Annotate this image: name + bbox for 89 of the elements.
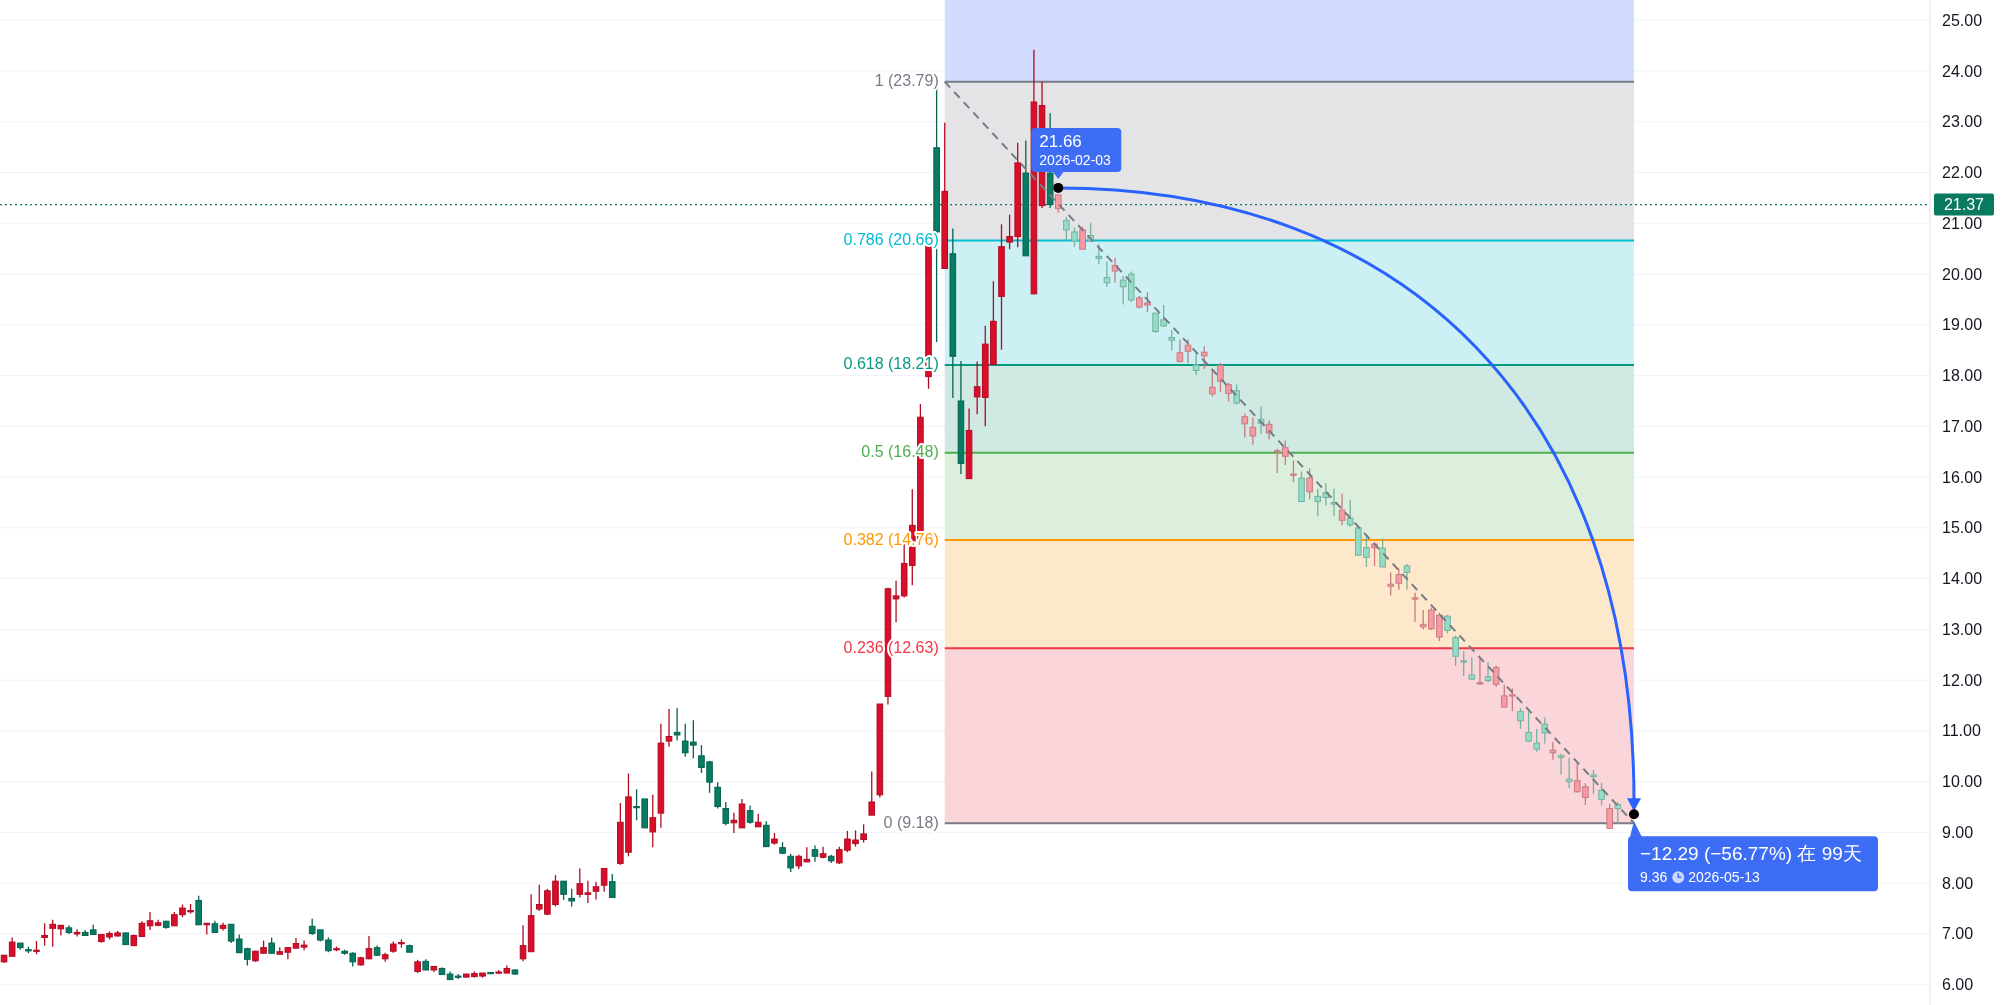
candlestick <box>1241 413 1249 439</box>
y-tick-label: 10.00 <box>1942 773 1983 791</box>
y-tick-label: 22.00 <box>1942 164 1983 182</box>
candlestick <box>1103 260 1111 288</box>
y-tick-label: 18.00 <box>1942 367 1983 385</box>
candlestick <box>1606 803 1613 830</box>
candlestick <box>1338 493 1346 526</box>
candlestick <box>665 708 673 748</box>
candlestick <box>41 922 48 947</box>
ref-line-label: 1 (23.79) <box>874 72 939 90</box>
annotation: 2026-05-13 <box>1688 869 1761 886</box>
candlestick <box>1290 459 1297 483</box>
y-tick-label: 25.00 <box>1942 11 1983 29</box>
y-tick-label: 19.00 <box>1942 316 1983 334</box>
candlestick <box>1192 350 1200 376</box>
y-tick-label: 11.00 <box>1942 722 1981 740</box>
candlestick <box>1403 563 1411 591</box>
candlestick <box>600 867 608 893</box>
candlestick <box>730 811 738 834</box>
y-tick-label: 21.00 <box>1942 214 1983 232</box>
candlestick <box>1200 345 1208 370</box>
candlestick <box>519 924 527 962</box>
candlestick <box>1460 650 1468 677</box>
candlestick <box>1444 614 1451 635</box>
candlestick <box>722 801 730 826</box>
annotation: −12.29 (−56.77%) 在 99天 <box>1640 843 1862 865</box>
price-label: 21.37 <box>1934 193 1994 216</box>
candlestick <box>1168 329 1176 351</box>
candlestick <box>592 881 600 901</box>
candlestick <box>1063 216 1070 242</box>
ref-line-label: 0 (9.18) <box>883 813 939 831</box>
candlestick <box>146 911 154 931</box>
candlestick <box>1492 664 1500 688</box>
candlestick <box>1598 782 1605 807</box>
candlestick <box>1565 757 1573 789</box>
candlestick <box>1484 661 1492 683</box>
candlestick <box>1095 243 1103 265</box>
candlestick <box>1549 741 1557 761</box>
y-tick-label: 6.00 <box>1942 976 1974 994</box>
candlestick <box>1079 226 1086 250</box>
y-tick-label: 8.00 <box>1942 874 1974 892</box>
y-tick-label: 13.00 <box>1942 620 1983 638</box>
candlestick <box>1533 728 1540 753</box>
y-tick-label: 9.00 <box>1942 823 1974 841</box>
candlestick <box>714 781 721 810</box>
y-tick-label: 7.00 <box>1942 925 1974 943</box>
annotation: 21.66 <box>1039 131 1082 151</box>
candlestick <box>1517 707 1524 730</box>
y-tick-label: 16.00 <box>1942 468 1983 486</box>
y-tick-label: 20.00 <box>1942 265 1983 283</box>
candlestick <box>1225 382 1232 403</box>
candlestick <box>608 873 616 899</box>
candlestick <box>1387 571 1395 597</box>
candlestick <box>1379 537 1386 568</box>
annotation: 2026-02-03 <box>1039 151 1112 168</box>
candlestick <box>1525 710 1532 743</box>
candlestick <box>1614 801 1622 824</box>
candlestick <box>1306 467 1313 501</box>
candlestick <box>649 794 657 848</box>
y-tick-label: 24.00 <box>1942 62 1983 80</box>
y-tick-label: 14.00 <box>1942 570 1983 588</box>
candlestick <box>1452 634 1459 667</box>
candlestick <box>1184 338 1192 364</box>
candlestick <box>560 880 567 901</box>
y-tick-label: 12.00 <box>1942 671 1983 689</box>
candlestick <box>1557 753 1565 776</box>
candlestick <box>1395 567 1403 591</box>
candlestick <box>1590 769 1597 795</box>
candlestick <box>1541 716 1549 745</box>
annotation: 9.36 <box>1640 869 1668 886</box>
candlestick <box>673 707 681 742</box>
candlestick <box>746 804 754 825</box>
candlestick <box>1209 368 1216 398</box>
candlestick <box>1071 226 1078 248</box>
ref-line-label: 21.37 <box>1943 196 1985 214</box>
candlestick <box>1346 499 1354 528</box>
candlestick <box>1249 417 1257 446</box>
candlestick <box>738 798 746 829</box>
candlestick <box>1233 383 1240 406</box>
candlestick <box>1476 658 1484 686</box>
y-tick-label: 17.00 <box>1942 417 1983 435</box>
candlestick <box>787 853 794 873</box>
candlestick <box>868 770 876 816</box>
y-tick-label: 23.00 <box>1942 113 1983 131</box>
candlestick <box>1298 470 1305 503</box>
candlestick <box>1411 592 1419 623</box>
candlestick <box>1217 362 1224 393</box>
candlestick <box>763 820 770 848</box>
y-tick-label: 15.00 <box>1942 519 1983 537</box>
